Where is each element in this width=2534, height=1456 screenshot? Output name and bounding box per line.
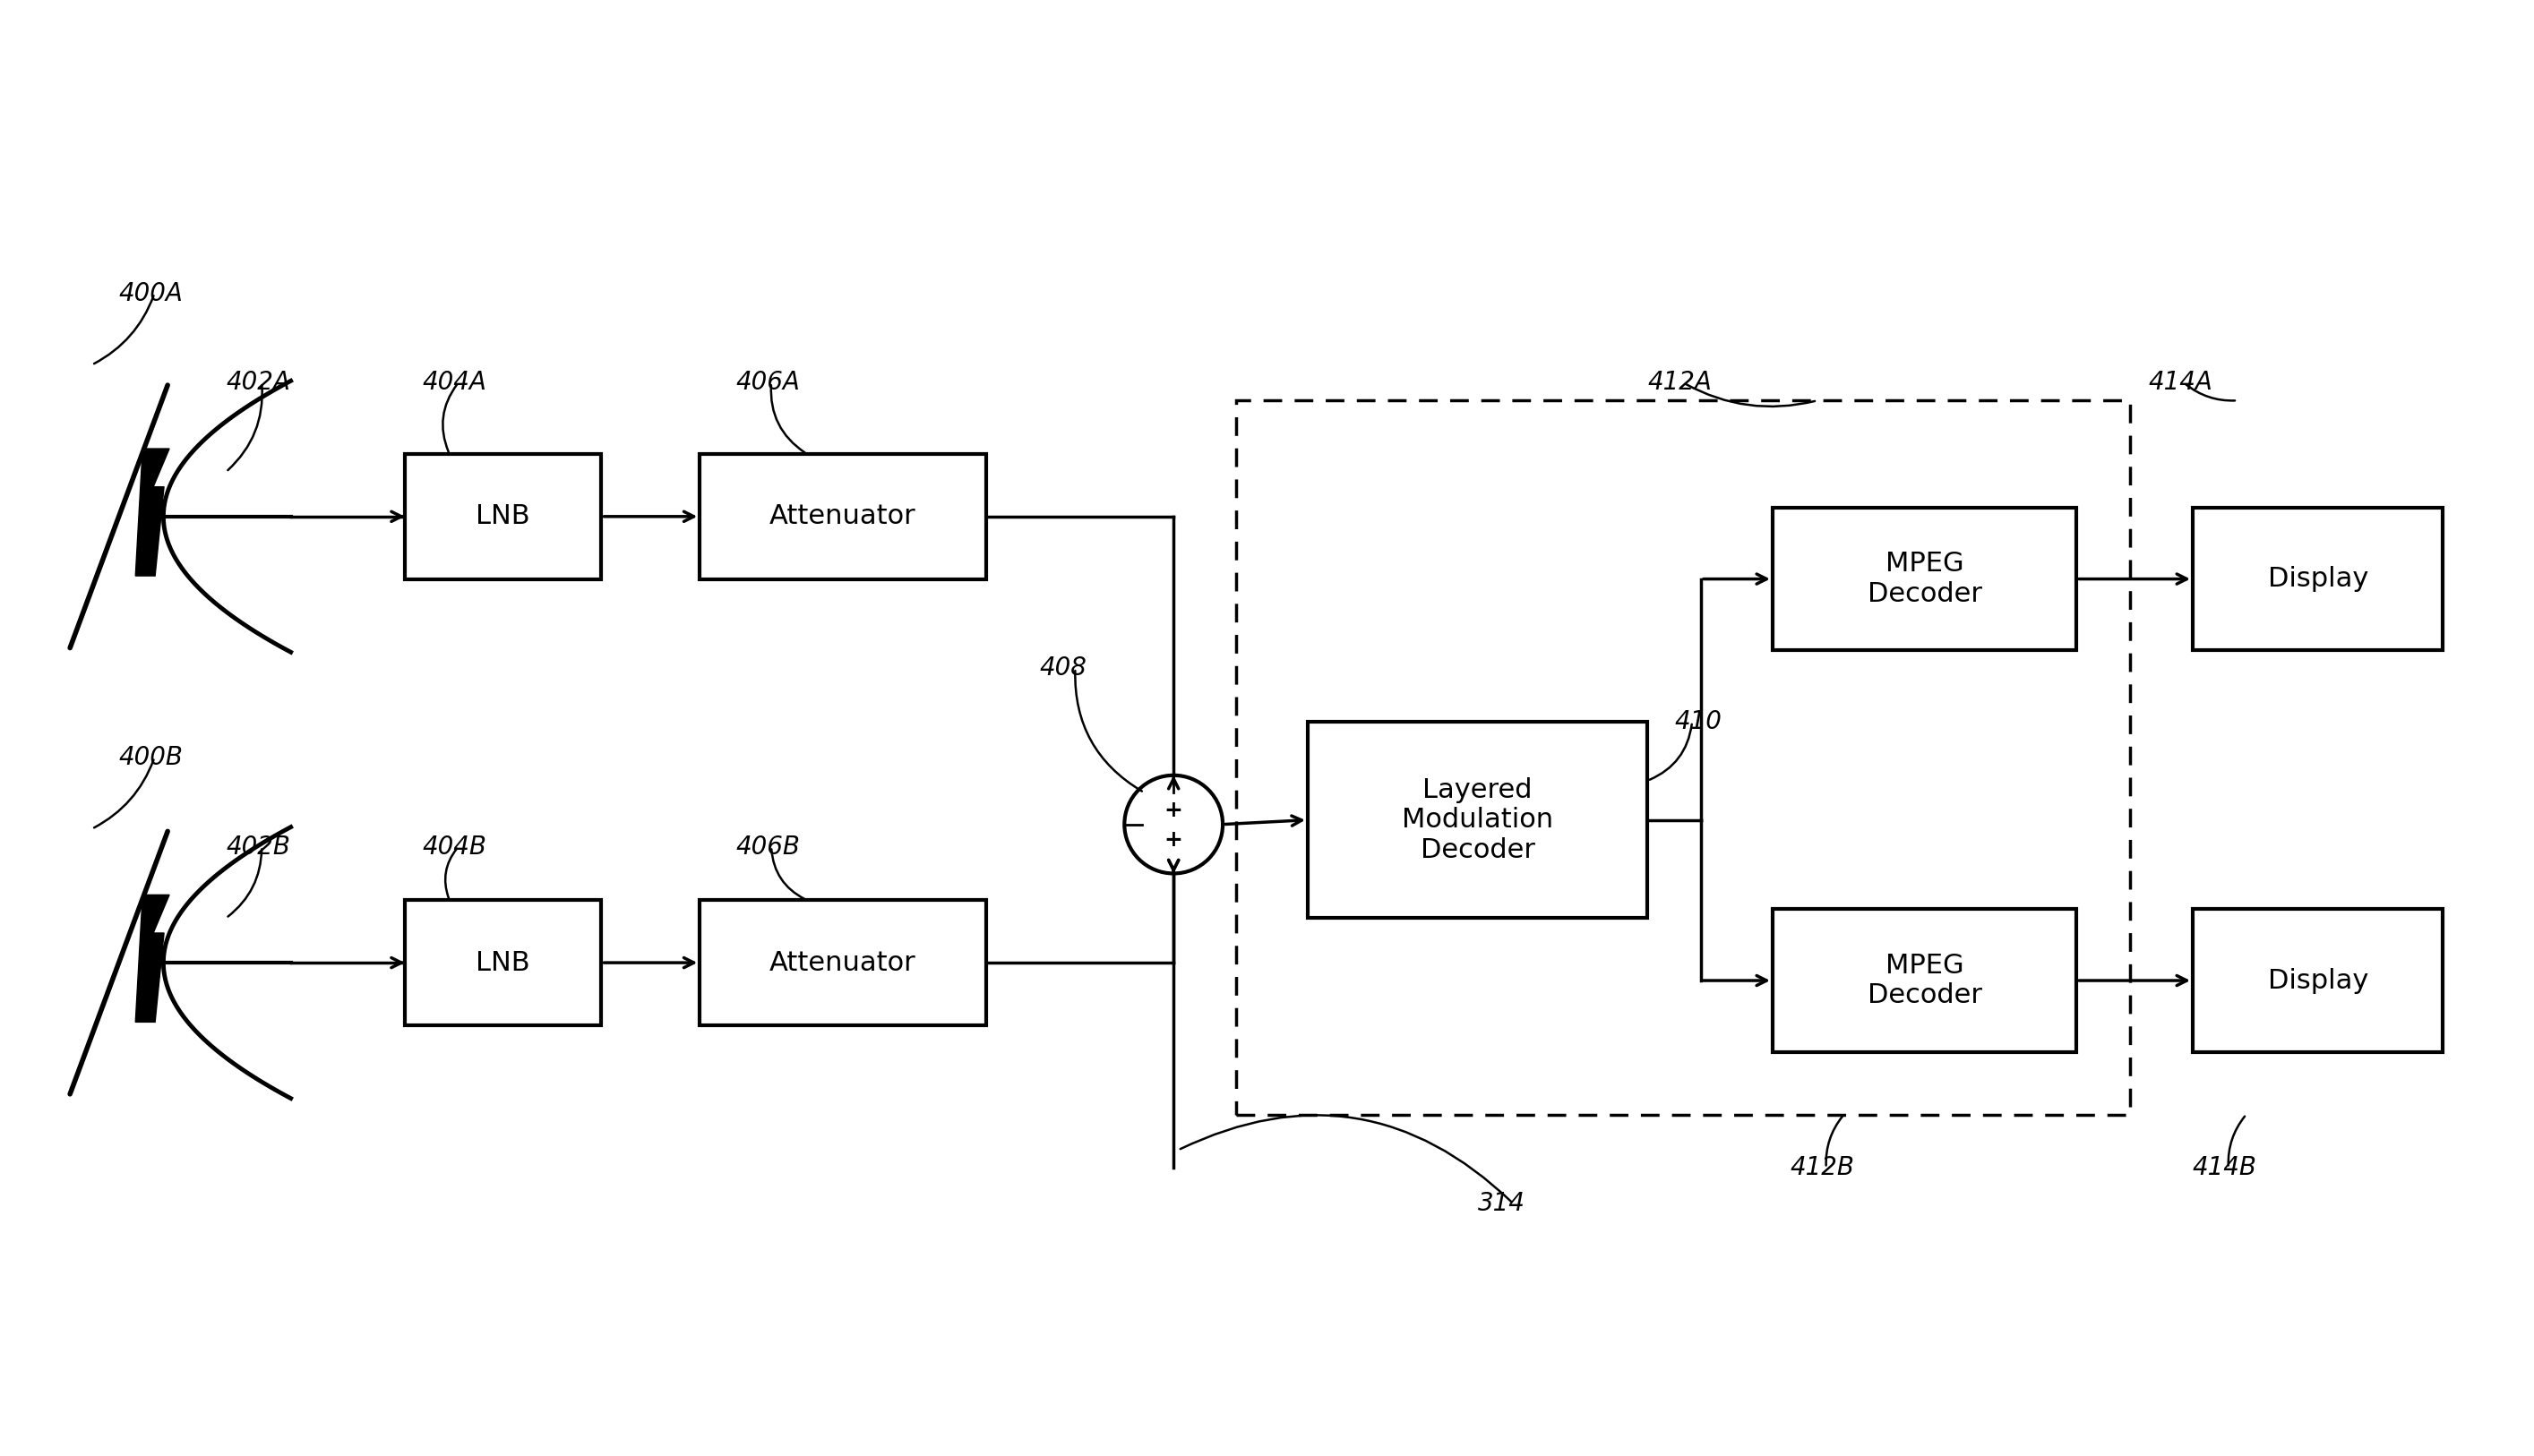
Text: 402B: 402B: [226, 834, 291, 859]
Text: Attenuator: Attenuator: [770, 949, 917, 976]
Text: MPEG
Decoder: MPEG Decoder: [1868, 550, 1982, 607]
FancyBboxPatch shape: [1774, 909, 2075, 1051]
FancyBboxPatch shape: [1774, 508, 2075, 651]
FancyBboxPatch shape: [1308, 722, 1647, 919]
Text: 414A: 414A: [2149, 370, 2212, 395]
Text: Display: Display: [2268, 968, 2369, 993]
FancyBboxPatch shape: [699, 900, 986, 1025]
Text: Display: Display: [2268, 566, 2369, 593]
FancyBboxPatch shape: [405, 900, 601, 1025]
Text: 412B: 412B: [1792, 1156, 1855, 1181]
Polygon shape: [134, 448, 170, 575]
Text: 414B: 414B: [2192, 1156, 2258, 1181]
Polygon shape: [134, 895, 170, 1022]
Text: Attenuator: Attenuator: [770, 504, 917, 530]
Text: 402A: 402A: [226, 370, 291, 395]
Text: LNB: LNB: [476, 949, 530, 976]
Text: +: +: [1163, 830, 1183, 850]
FancyBboxPatch shape: [2192, 909, 2443, 1051]
FancyBboxPatch shape: [699, 454, 986, 579]
Text: LNB: LNB: [476, 504, 530, 530]
Text: 406B: 406B: [735, 834, 801, 859]
Text: 412A: 412A: [1647, 370, 1713, 395]
Text: 400B: 400B: [119, 745, 182, 770]
Text: 404B: 404B: [423, 834, 487, 859]
Text: 400A: 400A: [119, 281, 182, 306]
FancyBboxPatch shape: [405, 454, 601, 579]
Text: +: +: [1163, 799, 1183, 821]
Text: 314: 314: [1477, 1191, 1525, 1216]
Text: 406A: 406A: [735, 370, 801, 395]
Text: 404A: 404A: [423, 370, 487, 395]
Text: MPEG
Decoder: MPEG Decoder: [1868, 952, 1982, 1009]
Text: 410: 410: [1675, 709, 1721, 734]
Text: Layered
Modulation
Decoder: Layered Modulation Decoder: [1401, 778, 1553, 863]
Text: 408: 408: [1039, 655, 1087, 681]
FancyBboxPatch shape: [2192, 508, 2443, 651]
